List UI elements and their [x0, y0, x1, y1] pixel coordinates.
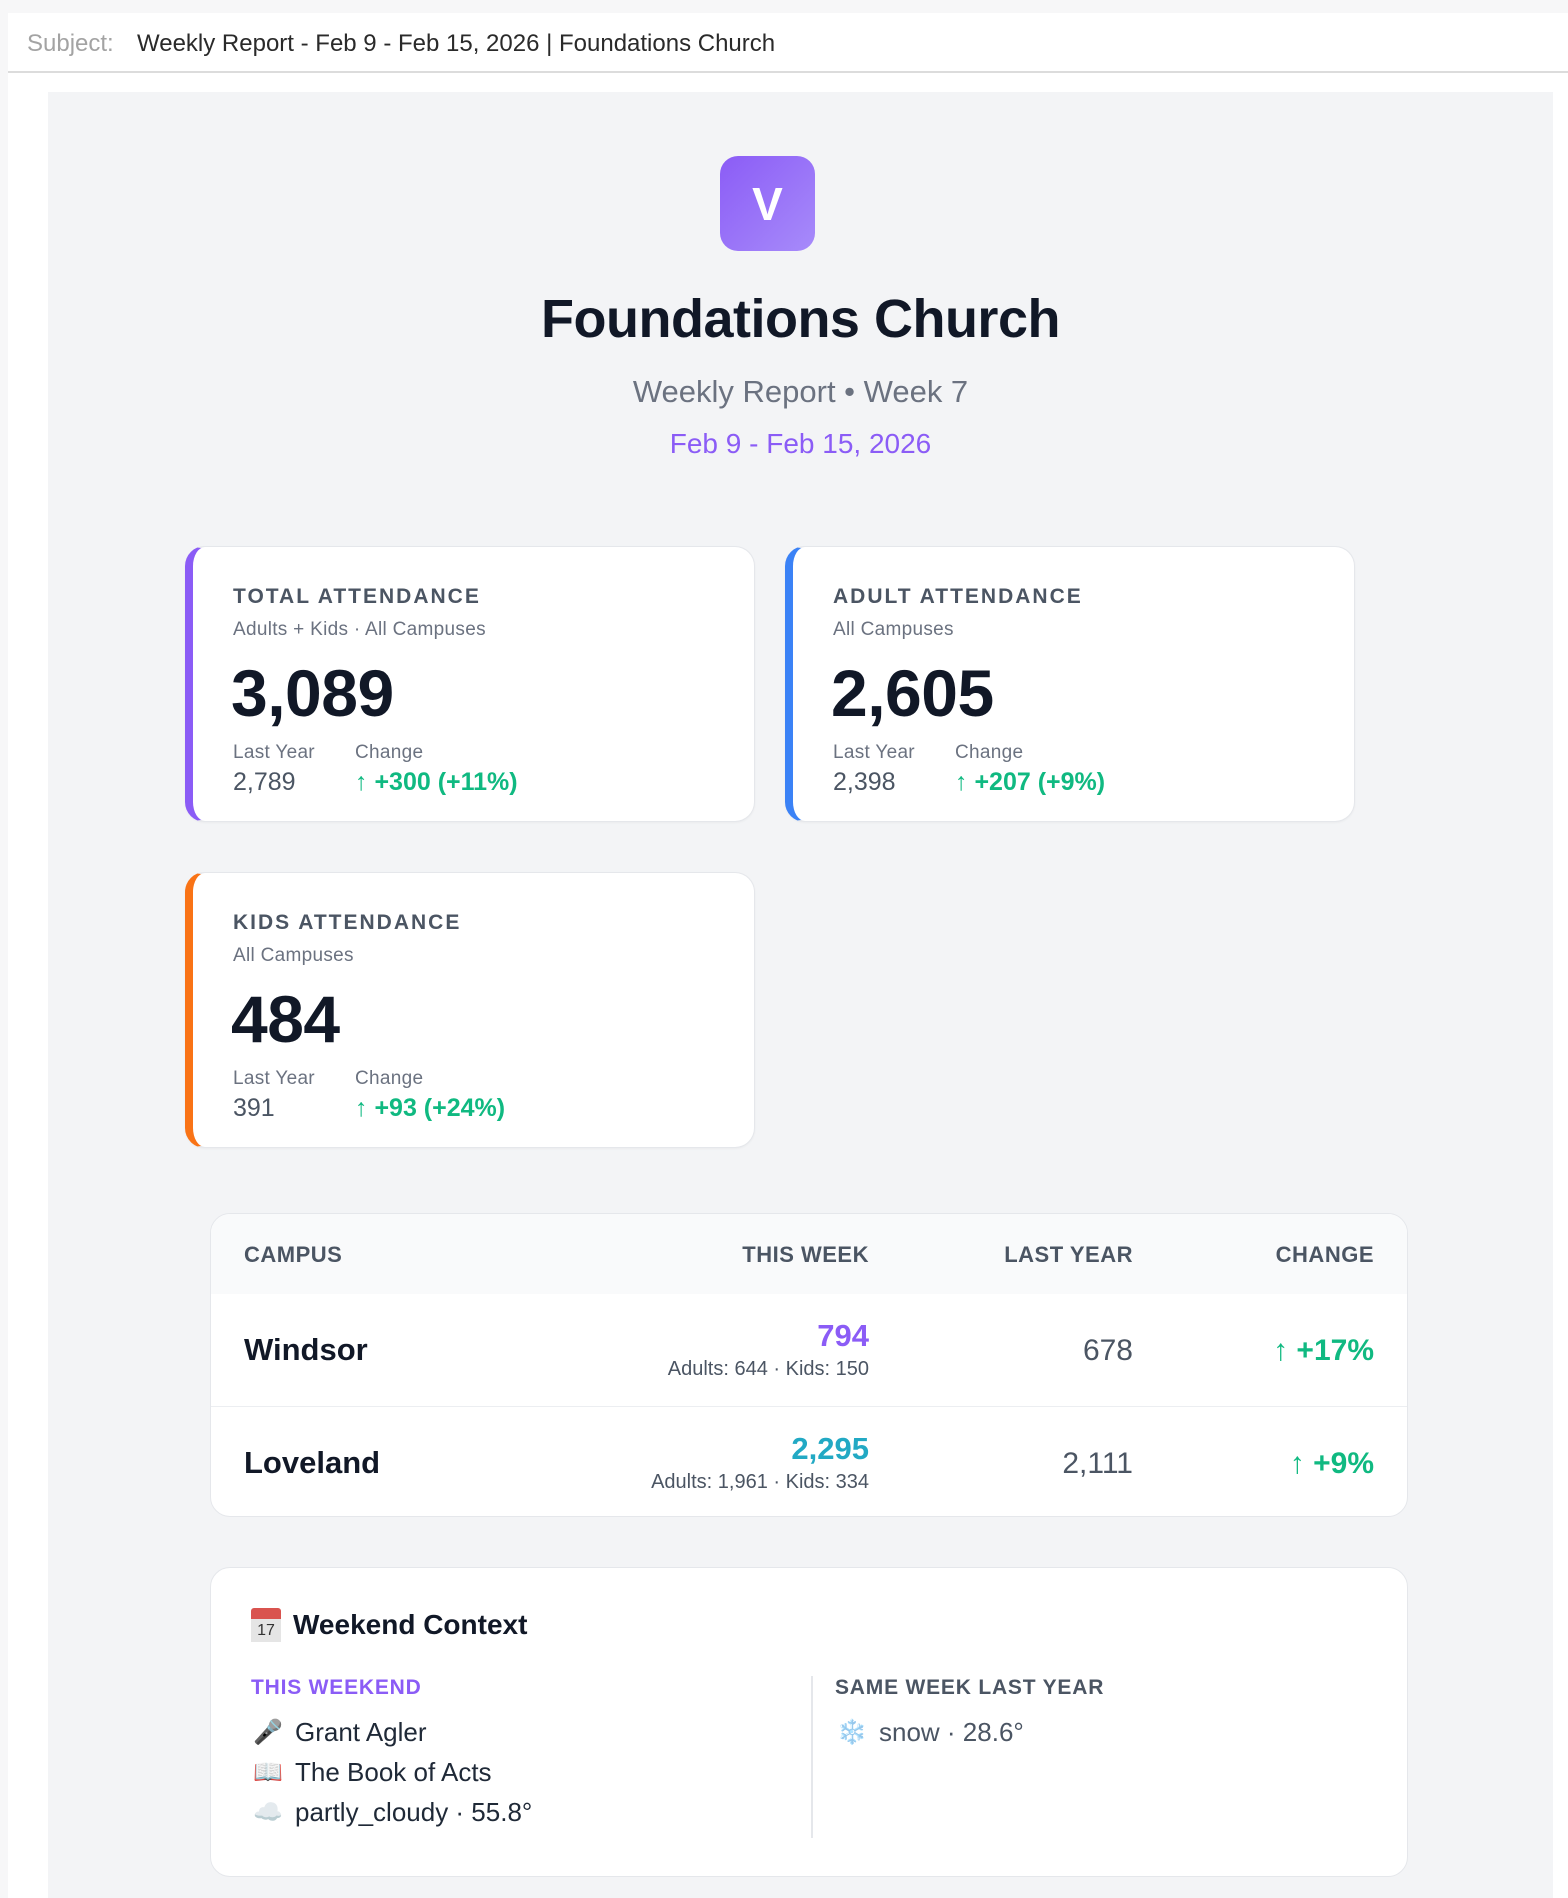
stat-value: 484 — [231, 982, 340, 1056]
this-week-value: 2,295 — [791, 1431, 869, 1466]
weekend-context-heading: Weekend Context — [293, 1609, 528, 1640]
last-year-heading: SAME WEEK LAST YEAR — [835, 1676, 1105, 1699]
date-range: Feb 9 - Feb 15, 2026 — [669, 428, 932, 459]
stat-subtitle: Adults + Kids · All Campuses — [233, 619, 486, 640]
header-change: CHANGE — [1275, 1242, 1374, 1267]
stat-card-adult-attendance: ADULT ATTENDANCE All Campuses 2,605 Last… — [785, 546, 1355, 822]
change-label: Change — [955, 742, 1024, 763]
stat-card-kids-attendance: KIDS ATTENDANCE All Campuses 484 Last Ye… — [185, 872, 755, 1148]
email-viewer: Subject: Weekly Report - Feb 9 - Feb 15,… — [8, 13, 1568, 1898]
attendance-breakdown: Adults: 1,961 · Kids: 334 — [651, 1471, 869, 1493]
column-divider — [811, 1676, 813, 1838]
microphone-icon: 🎤 — [253, 1718, 283, 1746]
change-value: ↑ +300 (+11%) — [355, 768, 518, 796]
header-campus: CAMPUS — [244, 1242, 343, 1267]
last-year-value: 678 — [1082, 1334, 1133, 1367]
table-row-windsor: Windsor 794 Adults: 644 · Kids: 150 678 … — [211, 1294, 1407, 1406]
campus-name: Windsor — [244, 1332, 368, 1367]
change-value: ↑ +17% — [1273, 1334, 1374, 1367]
series-name: The Book of Acts — [295, 1756, 492, 1787]
subject-value[interactable]: Weekly Report - Feb 9 - Feb 15, 2026 | F… — [137, 30, 776, 57]
snowflake-icon: ❄️ — [837, 1718, 867, 1746]
cloud-icon: ☁️ — [253, 1798, 283, 1826]
table-row-loveland: Loveland 2,295 Adults: 1,961 · Kids: 334… — [211, 1406, 1407, 1516]
weather-item: ☁️ partly_cloudy · 55.8° — [251, 1792, 532, 1832]
last-year-label: Last Year — [233, 742, 315, 763]
logo-letter: V — [752, 177, 783, 230]
attendance-breakdown: Adults: 644 · Kids: 150 — [667, 1358, 869, 1380]
page-title: Foundations Church — [541, 289, 1060, 349]
weather-text: partly_cloudy · 55.8° — [295, 1796, 533, 1827]
last-year-value: 2,789 — [233, 768, 296, 796]
stat-subtitle: All Campuses — [833, 619, 954, 640]
stat-card-total-attendance: TOTAL ATTENDANCE Adults + Kids · All Cam… — [185, 546, 755, 822]
last-year-weather-item: ❄️ snow · 28.6° — [835, 1712, 1104, 1752]
stat-title: ADULT ATTENDANCE — [833, 585, 1083, 608]
this-weekend-heading: THIS WEEKEND — [251, 1676, 422, 1699]
stat-subtitle: All Campuses — [233, 945, 354, 966]
last-year-value: 2,111 — [1062, 1447, 1133, 1480]
last-year-weather-text: snow · 28.6° — [879, 1716, 1024, 1747]
church-logo: V — [720, 156, 815, 251]
speaker-item: 🎤 Grant Agler — [251, 1712, 532, 1752]
last-year-column: SAME WEEK LAST YEAR ❄️ snow · 28.6° — [835, 1676, 1104, 1752]
change-label: Change — [355, 1068, 424, 1089]
weekend-context-card: 17 Weekend Context THIS WEEKEND 🎤 Grant … — [210, 1567, 1408, 1877]
weekend-context-title: 17 Weekend Context — [251, 1608, 527, 1642]
last-year-value: 2,398 — [833, 768, 896, 796]
series-item: 📖 The Book of Acts — [251, 1752, 532, 1792]
this-weekend-column: THIS WEEKEND 🎤 Grant Agler 📖 The Book of… — [251, 1676, 532, 1832]
stat-value: 2,605 — [831, 656, 994, 730]
stat-title: TOTAL ATTENDANCE — [233, 585, 481, 608]
last-year-label: Last Year — [833, 742, 915, 763]
header-this-week: THIS WEEK — [742, 1242, 869, 1267]
stat-value: 3,089 — [231, 656, 394, 730]
campus-name: Loveland — [244, 1445, 381, 1480]
this-week-value: 794 — [817, 1318, 869, 1353]
stat-title: KIDS ATTENDANCE — [233, 911, 462, 934]
subject-bar: Subject: Weekly Report - Feb 9 - Feb 15,… — [8, 13, 1568, 73]
change-value: ↑ +9% — [1289, 1447, 1374, 1480]
report-body: V Foundations Church Weekly Report • Wee… — [48, 92, 1553, 1898]
header-last-year: LAST YEAR — [1004, 1242, 1133, 1267]
calendar-icon: 17 — [251, 1608, 281, 1642]
last-year-label: Last Year — [233, 1068, 315, 1089]
subject-label: Subject: — [27, 30, 114, 57]
change-label: Change — [355, 742, 424, 763]
book-icon: 📖 — [253, 1758, 283, 1786]
table-header: CAMPUS THIS WEEK LAST YEAR CHANGE — [211, 1214, 1407, 1294]
last-year-value: 391 — [233, 1094, 275, 1122]
report-subtitle: Weekly Report • Week 7 — [632, 374, 969, 409]
change-value: ↑ +207 (+9%) — [955, 768, 1106, 796]
speaker-name: Grant Agler — [295, 1716, 427, 1747]
change-value: ↑ +93 (+24%) — [355, 1094, 506, 1122]
campus-table: CAMPUS THIS WEEK LAST YEAR CHANGE Windso… — [210, 1213, 1408, 1517]
